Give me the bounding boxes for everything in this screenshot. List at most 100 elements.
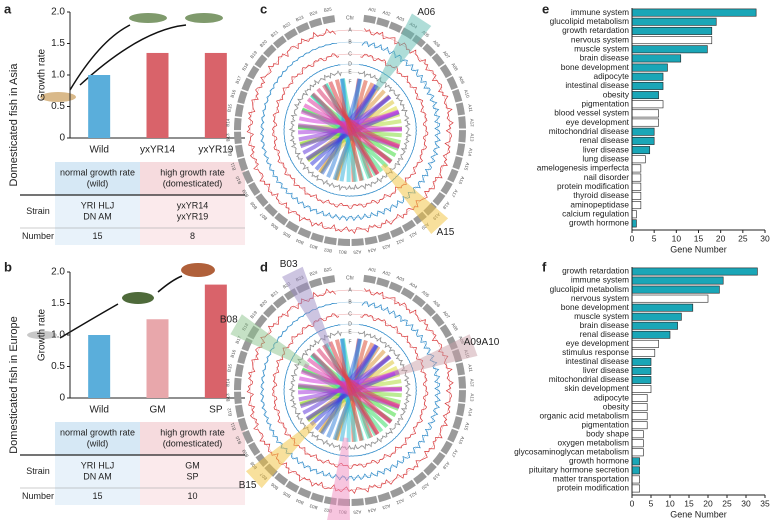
chromosome-label: B08 <box>249 460 258 470</box>
row-label: Strain <box>26 466 50 476</box>
track-label: Chr <box>346 275 354 281</box>
chromosome-label: B02 <box>323 507 332 513</box>
chromosome-label: A18 <box>442 201 451 211</box>
track-label: F <box>348 339 351 345</box>
fish-icon <box>40 92 76 102</box>
row-label: Strain <box>26 206 50 216</box>
chromosome-segment <box>337 238 350 246</box>
bar <box>88 75 111 138</box>
chromosome-label: A07 <box>442 50 451 60</box>
fish-icon <box>27 331 57 339</box>
bar <box>631 448 644 457</box>
chromosome-label: A17 <box>450 189 459 199</box>
chromosome-segment <box>388 281 403 293</box>
chord <box>328 341 380 435</box>
x-tick-label: 35 <box>760 498 770 508</box>
chromosome-segment <box>285 480 300 493</box>
track-label: C <box>348 51 352 57</box>
x-tick-label: yxYR19 <box>198 145 233 156</box>
chromosome-label: B04 <box>295 497 305 505</box>
cell <box>55 195 140 228</box>
category-label: intestinal disease <box>565 80 629 90</box>
x-tick-label: GM <box>149 405 165 416</box>
chromosome-segment <box>310 492 324 503</box>
bar <box>631 412 648 421</box>
track-label: E <box>348 69 352 75</box>
cell-text: YRI HLJ <box>81 200 115 210</box>
category-label: amelogenesis imperfecta <box>537 163 630 173</box>
category-label: brain disease <box>580 320 630 330</box>
y-tick-label: 0.5 <box>51 101 65 112</box>
chromosome-label: A04 <box>409 281 419 290</box>
chromosome-segment <box>283 28 298 41</box>
chromosome-segment <box>401 219 416 232</box>
y-tick-label: 2.0 <box>51 267 65 278</box>
header-cell <box>140 162 245 195</box>
cell-text: SP <box>186 471 198 481</box>
x-axis-label: Gene Number <box>670 509 727 519</box>
category-label: liver disease <box>583 144 630 154</box>
header-text: (wild) <box>87 438 109 448</box>
highlight-wedge <box>282 266 332 349</box>
chromosome-segment <box>241 77 253 92</box>
category-label: aminopeptidase <box>570 199 629 209</box>
bar <box>88 335 111 398</box>
chromosome-label: B10 <box>234 175 242 185</box>
chromosome-segment <box>377 491 392 503</box>
category-label: protein modification <box>557 483 629 493</box>
x-tick-label: 15 <box>694 233 704 243</box>
chromosome-segment <box>274 472 289 486</box>
chromosome-segment <box>452 416 463 430</box>
fish-icon <box>181 263 215 277</box>
chromosome-segment <box>322 275 336 285</box>
bar <box>631 118 659 127</box>
bar <box>631 45 708 54</box>
bar <box>631 201 642 210</box>
chromosome-label: A05 <box>421 29 431 38</box>
cell-text: yxYR14 <box>177 200 209 210</box>
chromosome-segment <box>422 303 436 317</box>
track <box>246 28 454 234</box>
chromosome-label: A01 <box>368 7 377 13</box>
x-tick-label: 30 <box>741 498 751 508</box>
chromosome-label: B03 <box>309 243 319 250</box>
category-label: pituitary hormone secretion <box>529 465 629 475</box>
category-label: adipocyte <box>593 71 629 81</box>
chromosome-label: B15 <box>226 363 232 372</box>
cell-text: 15 <box>92 491 102 501</box>
chromosome-segment <box>363 14 377 24</box>
side-label: Domesticated fish in Europe <box>8 316 20 454</box>
chromosome-label: B05 <box>282 490 292 499</box>
cell <box>55 455 140 488</box>
chromosome-label: A19 <box>432 472 442 482</box>
chromosome-segment <box>412 294 426 308</box>
row-label: Number <box>22 491 54 501</box>
category-label: thyroid disease <box>573 190 629 200</box>
category-label: obesity <box>603 401 630 411</box>
bar <box>631 367 652 375</box>
cell <box>140 455 245 488</box>
arrow <box>69 24 131 91</box>
chromosome-segment <box>401 479 416 492</box>
chromosome-label: B06 <box>270 482 280 491</box>
y-tick-label: 1.5 <box>51 38 65 49</box>
chromosome-segment <box>255 193 269 207</box>
bar <box>631 91 659 100</box>
chromosome-label: A10 <box>463 89 470 99</box>
track-baseline <box>249 29 451 231</box>
chromosome-label: B22 <box>282 21 292 30</box>
track <box>288 70 412 192</box>
cell-text: DN AM <box>83 211 112 221</box>
chromosome-label: A15 <box>463 162 470 172</box>
chromosome-segment <box>254 54 268 69</box>
chromosome-label: A03 <box>396 15 406 23</box>
chromosome-segment <box>234 377 242 391</box>
x-tick-label: 20 <box>703 498 713 508</box>
highlight-label: B03 <box>280 259 298 270</box>
chromosome-label: A24 <box>367 247 376 253</box>
chromosome-label: A12 <box>469 379 474 388</box>
bar <box>631 339 659 348</box>
chromosome-label: A03 <box>396 275 406 283</box>
y-axis-label: Growth rate <box>37 308 48 361</box>
category-label: growth hormone <box>569 456 629 466</box>
